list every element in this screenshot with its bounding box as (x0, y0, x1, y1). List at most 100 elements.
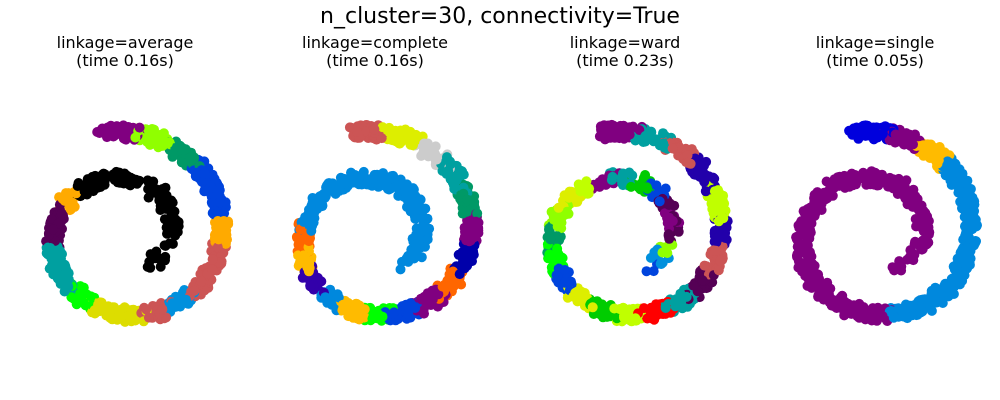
scatter-point (352, 126, 363, 137)
scatter-point (390, 133, 401, 144)
scatter-point (411, 248, 422, 259)
scatter-point (884, 177, 895, 188)
scatter-point (908, 139, 918, 150)
scatter-point (419, 308, 429, 319)
scatter-point (713, 231, 724, 242)
panel-title-line2: (time 0.23s) (576, 51, 674, 70)
scatter-point (717, 211, 728, 222)
scatter-point (61, 264, 72, 275)
scatter-point (212, 189, 223, 199)
scatter-point (587, 302, 598, 313)
scatter-point (634, 125, 645, 135)
scatter-point (447, 280, 458, 291)
scatter-point (167, 206, 178, 217)
scatter-point (656, 259, 667, 269)
scatter-point (56, 208, 67, 219)
scatter-point (348, 312, 359, 323)
scatter-point (382, 174, 393, 185)
scatter-point (658, 128, 668, 139)
scatter-point (834, 171, 845, 182)
figure-title: n_cluster=30, connectivity=True (320, 4, 680, 29)
scatter-point (397, 178, 408, 189)
scatter-point (352, 300, 363, 311)
scatter-point (682, 157, 693, 168)
scatter-point (399, 186, 410, 197)
scatter-point (427, 285, 438, 296)
scatter-point (176, 157, 187, 168)
scatter-point (693, 167, 704, 178)
scatter-point (599, 310, 610, 321)
panel-complete: linkage=complete (time 0.16s) (250, 34, 500, 400)
scatter-point (699, 176, 710, 187)
scatter-point (109, 124, 120, 135)
panel-title-line1: linkage=single (815, 33, 935, 52)
scatter-point (199, 168, 210, 179)
scatter-point (419, 291, 430, 302)
scatter-point (134, 122, 145, 133)
scatter-point (812, 277, 823, 288)
scatter-point (167, 238, 178, 249)
scatter-point (361, 179, 372, 190)
scatter-point (594, 131, 605, 142)
scatter-point (142, 261, 153, 272)
scatter-point (959, 201, 970, 212)
scatter-point (568, 291, 579, 302)
panel-title-line2: (time 0.16s) (76, 51, 174, 70)
scatter-point (197, 177, 208, 187)
scatter-point (407, 200, 418, 211)
scatter-point (913, 217, 924, 228)
scatter-point (167, 222, 178, 232)
scatter-point (915, 303, 926, 314)
scatter-point (552, 221, 563, 232)
scatter-point (902, 199, 913, 210)
scatter-point (449, 182, 460, 193)
scatter-point (574, 181, 585, 192)
scatter-point (673, 226, 684, 237)
scatter-plot (291, 120, 484, 326)
scatter-point (887, 262, 898, 273)
scatter-point (716, 204, 727, 215)
scatter-point (667, 143, 678, 154)
scatter-point (924, 227, 935, 238)
scatter-point (111, 166, 122, 177)
scatter-point (146, 128, 157, 139)
scatter-point (167, 298, 178, 309)
scatter-point (462, 194, 473, 205)
scatter-point (73, 178, 84, 188)
scatter-point (207, 254, 218, 265)
scatter-point (154, 195, 165, 206)
scatter-point (298, 250, 309, 261)
scatter-point (657, 247, 668, 258)
scatter-point (642, 313, 653, 324)
scatter-point (419, 147, 430, 158)
scatter-point (920, 147, 931, 158)
scatter-point (106, 304, 117, 315)
scatter-point (597, 174, 608, 185)
scatter-point (461, 206, 472, 217)
scatter-point (150, 253, 160, 264)
scatter-point (792, 241, 803, 252)
scatter-point (303, 236, 314, 247)
scatter-point (627, 170, 638, 181)
scatter-point (950, 159, 961, 170)
scatter-point (601, 302, 612, 313)
scatter-point (212, 242, 223, 253)
scatter-point (331, 187, 341, 198)
scatter-point (69, 201, 80, 212)
scatter-point (927, 294, 938, 305)
scatter-point (157, 304, 168, 315)
scatter-point (130, 174, 141, 185)
scatter-point (346, 177, 357, 188)
scatter-point (905, 251, 916, 262)
scatter-point (807, 263, 818, 274)
scatter-point (388, 308, 398, 319)
panel-title-line1: linkage=complete (302, 33, 448, 52)
scatter-point (167, 197, 178, 208)
scatter-point (877, 311, 888, 321)
scatter-point (920, 208, 931, 218)
scatter-point (427, 294, 438, 305)
scatter-point (196, 276, 207, 287)
scatter-point (965, 224, 976, 235)
scatter-point (219, 208, 230, 219)
scatter-point (63, 274, 74, 285)
